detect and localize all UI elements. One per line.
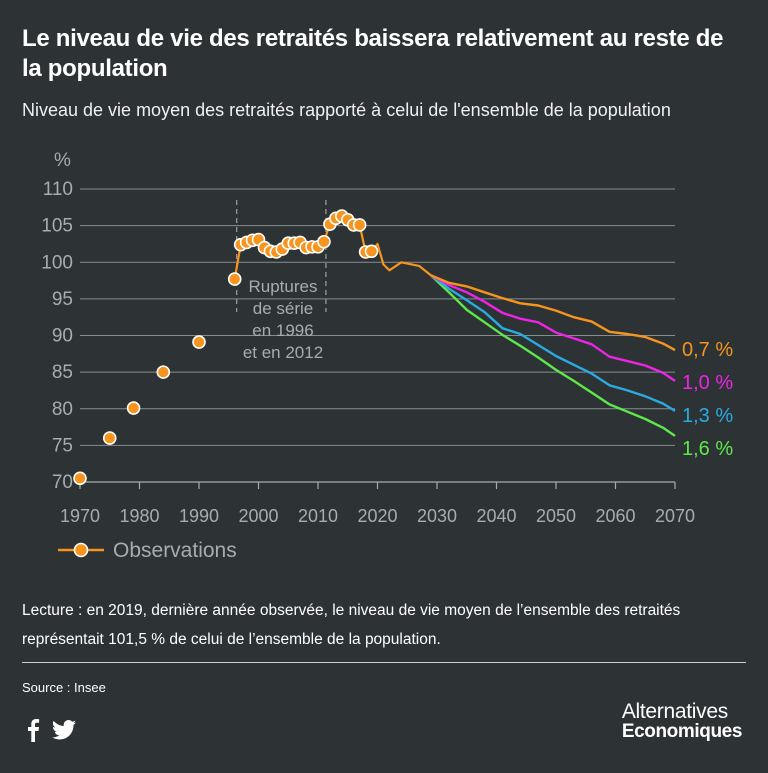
divider [22, 662, 746, 663]
x-tick-2050: 2050 [536, 506, 576, 526]
y-axis-unit-label: % [54, 150, 71, 171]
observation-point-2019 [364, 244, 379, 259]
x-tick-2020: 2020 [357, 506, 397, 526]
observation-point-2017 [352, 218, 367, 232]
series-line-10 [430, 274, 676, 382]
x-tick-1980: 1980 [119, 506, 159, 526]
y-tick-80: 80 [52, 399, 73, 420]
brand-line2: Economiques [621, 721, 743, 742]
brand-logo: Alternatives Economiques [621, 700, 743, 742]
legend: Observations [58, 539, 237, 562]
x-tick-2040: 2040 [476, 506, 516, 526]
grid-lines [80, 188, 675, 483]
series-break-annotation: Ruptures de série en 1996 et en 2012 [243, 277, 323, 362]
annotation-line-1: Ruptures [249, 277, 318, 296]
y-tick-75: 75 [52, 435, 73, 456]
observation-point-1979 [126, 401, 141, 415]
legend-label: Observations [113, 539, 237, 562]
chart-title: Le niveau de vie des retraités baissera … [22, 25, 724, 82]
observation-point-1996 [227, 272, 242, 286]
source-note: Source : Insee [22, 680, 106, 695]
facebook-icon[interactable] [26, 718, 40, 742]
series-label-13: 1,3 % [682, 405, 733, 427]
projection-series [430, 274, 676, 437]
reading-note: Lecture : en 2019, dernière année observ… [22, 602, 681, 648]
observation-point-2011 [317, 234, 331, 249]
x-tick-1990: 1990 [179, 506, 219, 526]
legend-marker [73, 542, 89, 558]
series-label-16: 1,6 % [682, 438, 733, 460]
y-tick-labels: 70 75 80 85 90 95 100 105 110 [41, 179, 73, 493]
series-line-07 [430, 274, 676, 352]
observation-point-1970 [73, 471, 87, 486]
y-tick-105: 105 [41, 216, 73, 237]
observation-point-1975 [102, 431, 117, 445]
series-end-labels: 0,7 % 1,0 % 1,3 % 1,6 % [682, 339, 733, 460]
x-tick-2030: 2030 [417, 506, 457, 526]
y-tick-100: 100 [41, 252, 73, 273]
series-label-07: 0,7 % [682, 339, 733, 361]
y-tick-85: 85 [52, 362, 73, 383]
observations-series [73, 209, 432, 486]
series-line-13 [430, 274, 676, 412]
observation-point-1984 [156, 365, 171, 379]
x-tick-2070: 2070 [655, 506, 695, 526]
y-tick-70: 70 [52, 472, 73, 493]
twitter-icon[interactable] [52, 720, 76, 740]
series-label-10: 1,0 % [682, 372, 733, 394]
x-tick-labels: 1970 1980 1990 2000 2010 2020 2030 2040 2050 2060… [60, 482, 695, 526]
series-line-16 [430, 274, 676, 437]
annotation-line-4: et en 2012 [243, 343, 323, 362]
observation-point-1990 [192, 335, 206, 349]
chart-subtitle: Niveau de vie moyen des retraités rappor… [22, 100, 671, 120]
x-tick-2010: 2010 [298, 506, 338, 526]
y-tick-90: 90 [52, 326, 73, 347]
x-tick-2000: 2000 [238, 506, 278, 526]
social-links [26, 718, 76, 742]
annotation-line-3: en 1996 [252, 321, 313, 340]
y-tick-110: 110 [43, 179, 73, 200]
line-chart: 70 75 80 85 90 95 100 105 110 1970 1980 1990 2000 20… [41, 150, 733, 562]
x-tick-2060: 2060 [595, 506, 635, 526]
y-tick-95: 95 [52, 289, 73, 310]
x-tick-1970: 1970 [60, 506, 100, 526]
annotation-line-2: de série [253, 299, 313, 318]
brand-line1: Alternatives [621, 700, 728, 723]
